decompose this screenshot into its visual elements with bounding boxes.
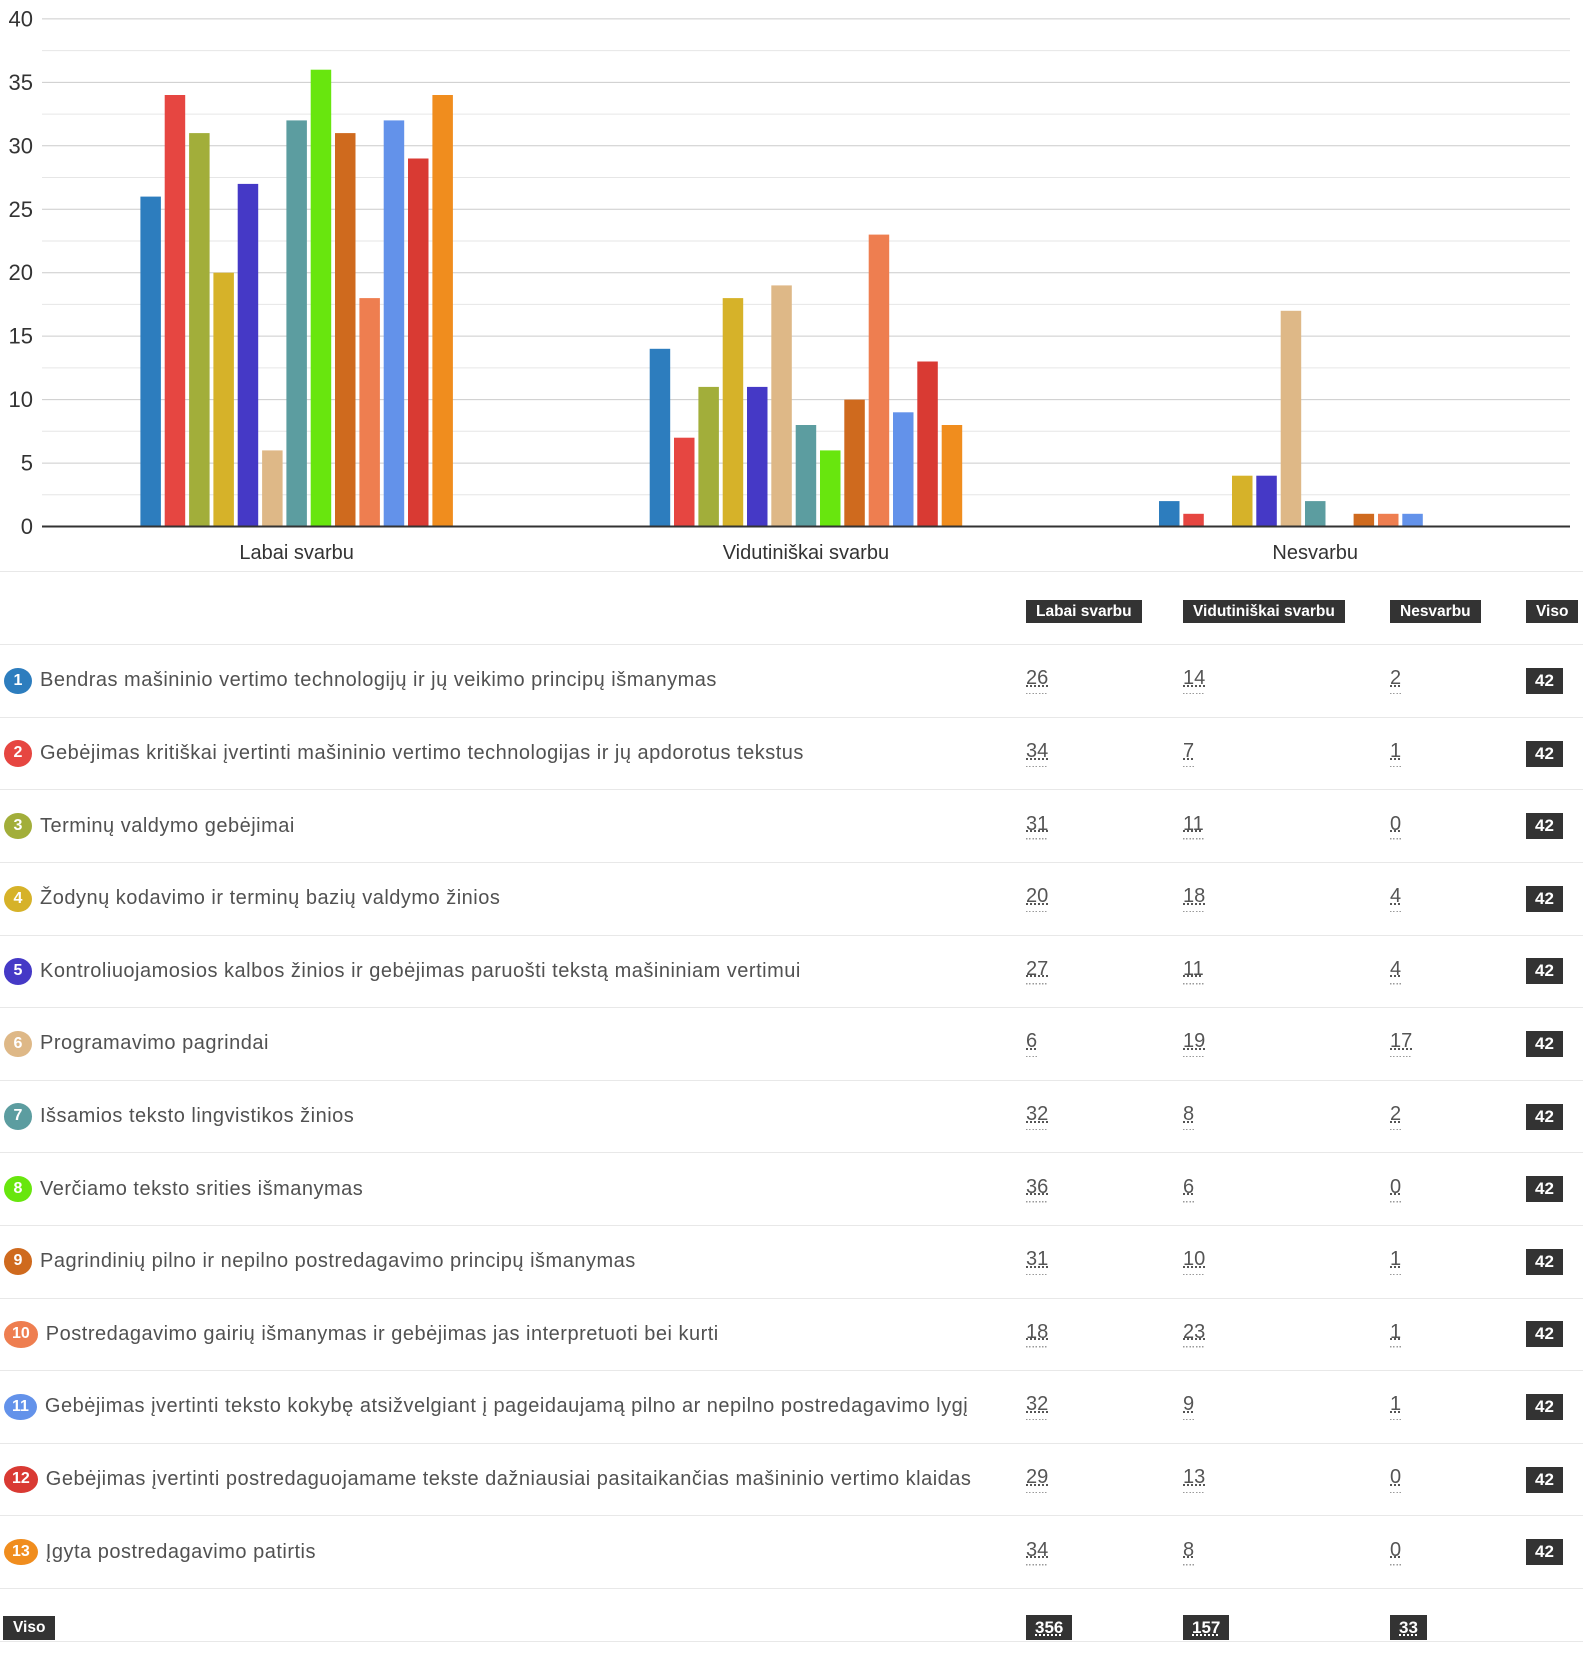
svg-text:30: 30 bbox=[9, 133, 33, 158]
svg-text:Labai svarbu: Labai svarbu bbox=[239, 542, 354, 564]
svg-text:5: 5 bbox=[21, 451, 33, 476]
svg-text:40: 40 bbox=[9, 6, 33, 31]
svg-text:20: 20 bbox=[9, 260, 33, 285]
svg-text:10: 10 bbox=[9, 387, 33, 412]
svg-text:25: 25 bbox=[9, 197, 33, 222]
svg-text:Vidutiniškai svarbu: Vidutiniškai svarbu bbox=[723, 542, 889, 564]
svg-text:15: 15 bbox=[9, 324, 33, 349]
svg-text:0: 0 bbox=[21, 514, 33, 539]
svg-text:35: 35 bbox=[9, 70, 33, 95]
svg-text:Nesvarbu: Nesvarbu bbox=[1272, 542, 1358, 564]
